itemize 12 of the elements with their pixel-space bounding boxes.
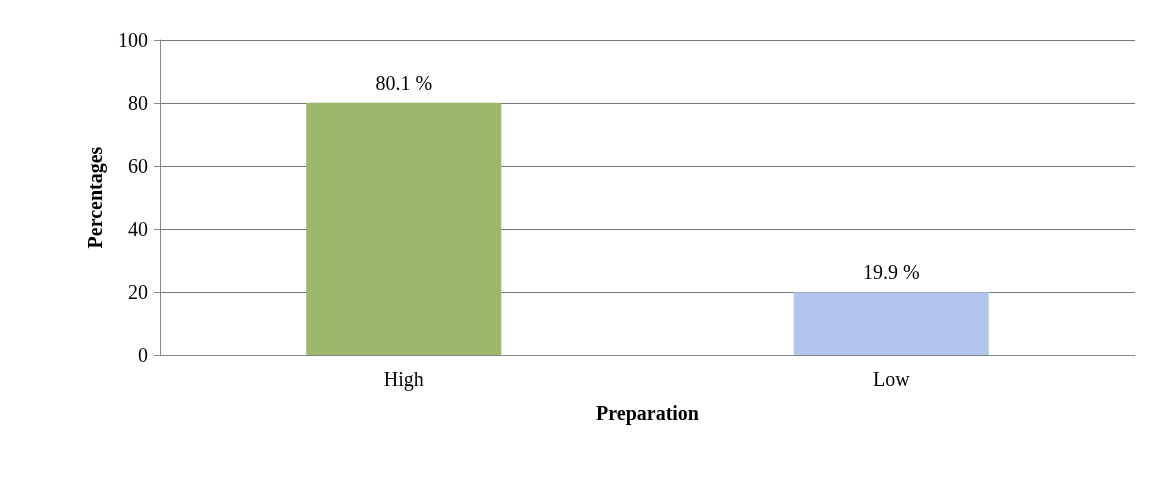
y-tick-label: 60 [128,155,148,177]
y-tick-label: 0 [138,344,148,366]
x-tick-label: High [383,368,424,391]
y-axis-title: Percentages [84,146,107,249]
x-axis-title: Preparation [596,402,699,425]
data-label: 80.1 % [375,71,433,94]
y-tick-label: 100 [118,29,148,51]
y-tick-label: 80 [128,92,148,114]
data-label: 19.9 % [862,261,920,284]
y-tick-label: 20 [128,281,148,303]
y-tick-label: 40 [128,218,148,240]
x-tick-label: Low [872,368,911,390]
